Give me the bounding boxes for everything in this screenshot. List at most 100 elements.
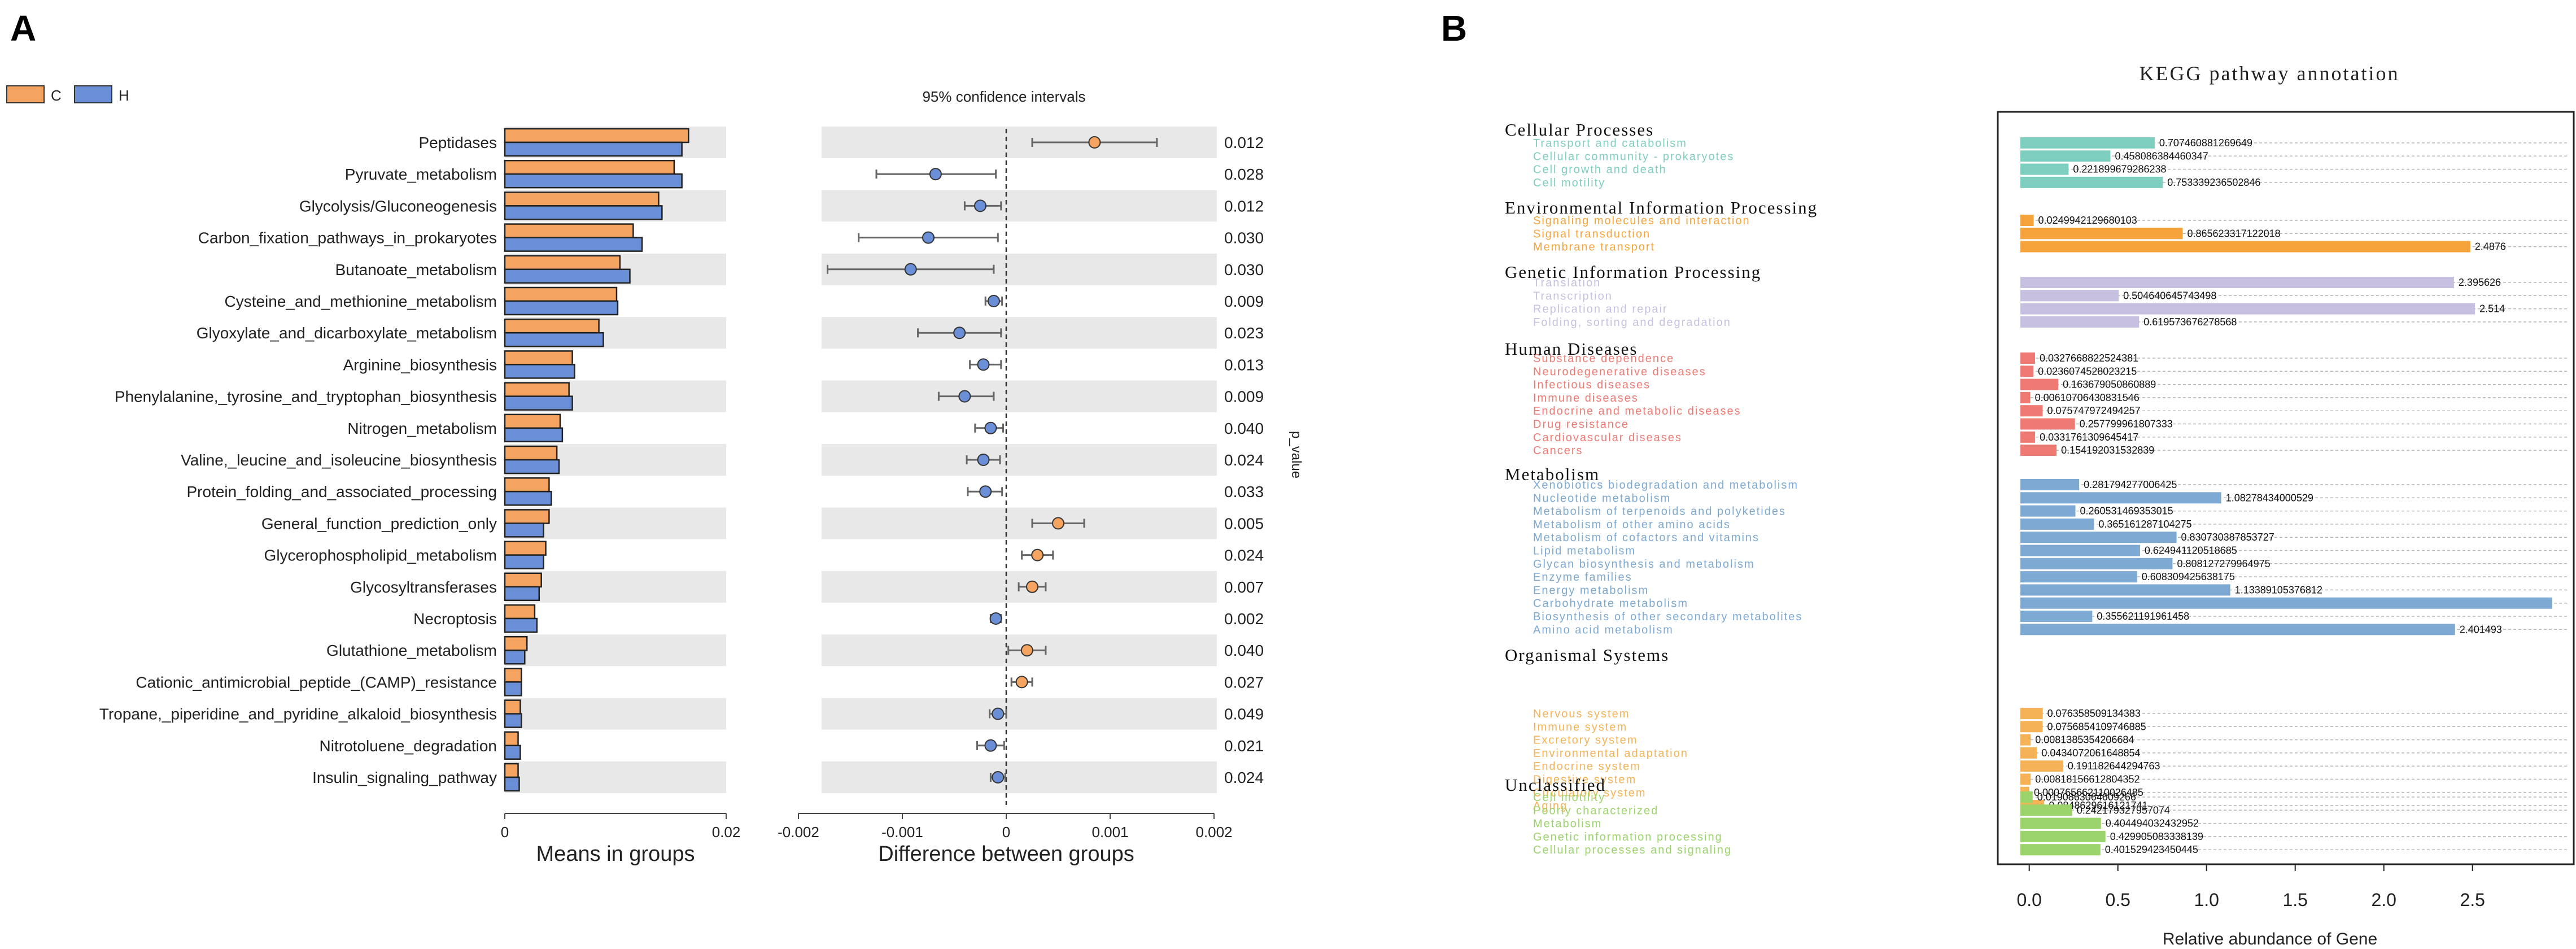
kegg-group-heading: Genetic Information Processing: [1505, 262, 1761, 282]
kegg-item-label: Amino acid metabolism: [1533, 624, 1674, 636]
bar-c: [504, 509, 550, 524]
diff-point: [992, 771, 1005, 783]
kegg-value-label: 0.0190863064609266: [2037, 791, 2136, 803]
category-label: Cysteine_and_methionine_metabolism: [224, 293, 497, 310]
kegg-value-label: 0.504640645743498: [2123, 290, 2216, 301]
diff-point: [984, 421, 997, 434]
bar-h: [504, 776, 520, 792]
kegg-value-label: 0.429905083338139: [2110, 831, 2203, 842]
p-value-label: 0.033: [1224, 483, 1264, 500]
category-label: Glutathione_metabolism: [326, 642, 497, 659]
kegg-value-label: 1.13389105376812: [2235, 584, 2322, 595]
kegg-x-tick-label: 1.0: [2194, 890, 2219, 910]
p-value-label: 0.027: [1224, 673, 1264, 691]
bar-h: [504, 300, 619, 316]
diff-row-band: [822, 698, 1217, 730]
kegg-bar: [2020, 378, 2059, 390]
bar-h: [504, 395, 573, 411]
category-label: Nitrogen_metabolism: [347, 420, 497, 437]
kegg-value-label: 0.865623317122018: [2188, 228, 2281, 239]
kegg-item-label: Metabolism of terpenoids and polyketides: [1533, 506, 1786, 518]
category-label: Necroptosis: [413, 610, 497, 628]
kegg-item-label: Endocrine and metabolic diseases: [1533, 405, 1741, 417]
diff-point: [953, 327, 966, 339]
diff-point: [984, 739, 997, 752]
kegg-value-label: 2.514: [2479, 303, 2505, 315]
diff-point: [904, 263, 917, 276]
kegg-item-label: Translation: [1533, 277, 1601, 289]
kegg-bar: [2020, 137, 2155, 149]
category-label: Glycerophospholipid_metabolism: [264, 547, 497, 564]
panel-label-b: B: [1441, 8, 1467, 49]
kegg-bar: [2020, 791, 2033, 803]
bar-h: [504, 427, 564, 443]
legend-label-h: H: [119, 87, 129, 104]
kegg-value-label: 0.281794277006425: [2084, 479, 2177, 490]
kegg-item-label: Aging: [1533, 800, 1568, 812]
bar-c: [504, 382, 570, 397]
kegg-value-label: 0.0756854109746885: [2047, 721, 2146, 732]
category-label: Pyruvate_metabolism: [345, 166, 497, 183]
diff-point: [1088, 136, 1101, 149]
kegg-x-tick-label: 1.5: [2282, 890, 2307, 910]
bar-c: [504, 413, 561, 429]
means-x-tick-label: 0.02: [712, 824, 741, 841]
diff-point: [1026, 580, 1038, 593]
p-value-label: 0.012: [1224, 197, 1264, 215]
category-label: Carbon_fixation_pathways_in_prokaryotes: [198, 229, 497, 247]
category-label: Nitrotoluene_degradation: [320, 737, 497, 755]
kegg-value-label: 0.221899679286238: [2073, 164, 2166, 175]
diff-row-band: [822, 507, 1217, 539]
bar-h: [504, 141, 683, 157]
means-x-axis-label: Means in groups: [536, 842, 695, 866]
category-label: Tropane,_piperidine_and_pyridine_alkaloi…: [99, 706, 497, 723]
kegg-bar: [2020, 773, 2031, 785]
diff-row-band: [822, 761, 1217, 793]
kegg-item-label: Enzyme families: [1533, 571, 1632, 584]
kegg-item-label: Cardiovascular diseases: [1533, 432, 1682, 444]
kegg-bar: [2020, 418, 2075, 430]
kegg-bar: [2020, 163, 2069, 175]
kegg-group-heading: Organismal Systems: [1505, 645, 1669, 665]
panel-a: C H Peptidases Pyruvate_metabolism Glycolysi…: [6, 85, 1304, 866]
kegg-value-label: 0.242179327957074: [2077, 804, 2170, 816]
diff-row-band: [822, 444, 1217, 476]
bar-c: [504, 128, 689, 143]
kegg-item-label: Metabolism of cofactors and vitamins: [1533, 532, 1759, 544]
kegg-value-label: 0.830730387853727: [2181, 532, 2274, 543]
means-row-band: [505, 698, 726, 730]
kegg-bar: [2020, 391, 2031, 403]
kegg-item-label: Genetic information processing: [1533, 831, 1723, 843]
category-label: Glycosyltransferases: [350, 578, 497, 596]
kegg-value-label: 2.401493: [2460, 624, 2502, 635]
kegg-value-label: 0.365161287104275: [2098, 519, 2191, 530]
kegg-value-label: 2.395626: [2459, 277, 2501, 288]
diff-row-band: [822, 380, 1217, 412]
bar-h: [504, 173, 683, 189]
kegg-item-label: Excretory system: [1533, 734, 1638, 747]
kegg-item-label: Lipid metabolism: [1533, 545, 1636, 558]
category-label: Butanoate_metabolism: [335, 261, 497, 278]
kegg-item-label: Carbohydrate metabolism: [1533, 598, 1688, 610]
kegg-bar: [2020, 830, 2106, 842]
p-value-label: 0.040: [1224, 642, 1264, 659]
kegg-item-label: Replication and repair: [1533, 303, 1668, 316]
kegg-item-label: Glycan biosynthesis and metabolism: [1533, 558, 1755, 571]
kegg-bar: [2020, 721, 2043, 733]
bar-h: [504, 745, 521, 760]
category-label: Glyoxylate_and_dicarboxylate_metabolism: [197, 324, 497, 342]
diff-point: [992, 707, 1005, 720]
kegg-item-label: Membrane transport: [1533, 241, 1655, 254]
diff-row-band: [822, 190, 1217, 222]
kegg-item-label: Transcription: [1533, 290, 1613, 302]
kegg-value-label: 0.191182644294763: [2068, 760, 2160, 772]
kegg-group-heading: Cellular Processes: [1505, 120, 1654, 140]
kegg-item-label: Cell motility: [1533, 791, 1605, 804]
kegg-value-label: 0.619573676278568: [2143, 316, 2237, 328]
kegg-bar: [2020, 708, 2043, 719]
kegg-bar: [2020, 597, 2552, 609]
bar-c: [504, 763, 519, 778]
bar-h: [504, 681, 522, 696]
kegg-bar: [2020, 431, 2036, 443]
